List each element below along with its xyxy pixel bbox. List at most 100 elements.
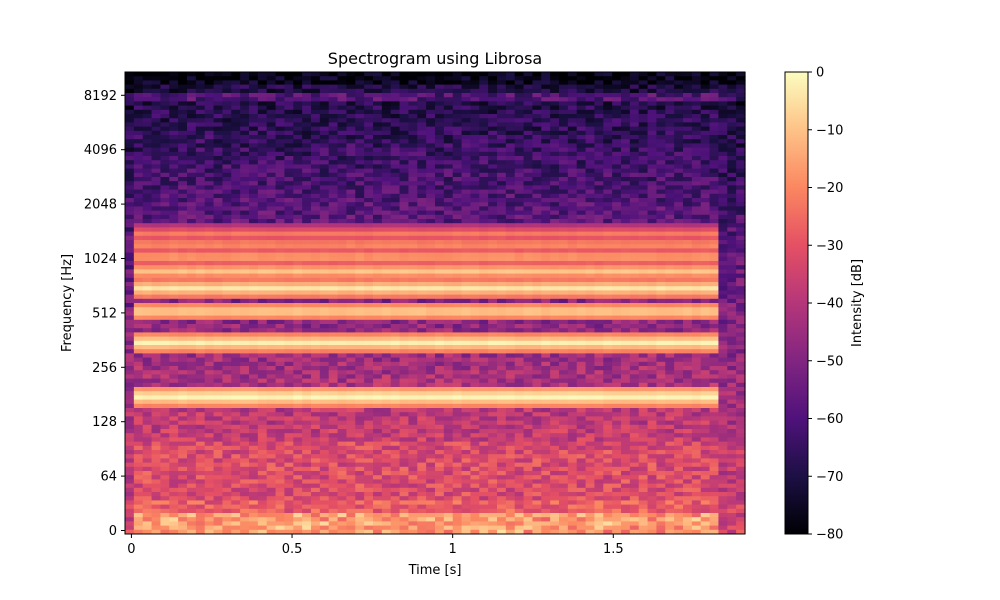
heatmap-cell — [133, 471, 144, 476]
heatmap-cell — [257, 324, 268, 329]
heatmap-cell — [461, 177, 472, 182]
heatmap-cell — [266, 504, 277, 510]
heatmap-cell — [222, 286, 232, 291]
heatmap-cell — [399, 353, 410, 359]
heatmap-cell — [311, 336, 321, 342]
heatmap-cell — [514, 508, 525, 514]
heatmap-cell — [364, 164, 374, 170]
heatmap-cell — [266, 429, 277, 434]
heatmap-cell — [523, 210, 534, 216]
heatmap-cell — [452, 235, 463, 241]
heatmap-cell — [160, 240, 170, 245]
heatmap-cell — [505, 525, 516, 531]
heatmap-cell — [266, 277, 277, 283]
heatmap-cell — [443, 303, 454, 308]
heatmap-cell — [142, 353, 153, 359]
heatmap-cell — [204, 462, 215, 468]
heatmap-cell — [195, 93, 206, 98]
heatmap-cell — [319, 496, 330, 501]
heatmap-cell — [275, 193, 286, 199]
heatmap-cell — [346, 72, 356, 77]
heatmap-cell — [346, 475, 356, 480]
heatmap-cell — [479, 529, 489, 534]
heatmap-cell — [160, 349, 170, 354]
heatmap-cell — [514, 492, 525, 497]
heatmap-cell — [169, 357, 179, 363]
heatmap-cell — [426, 412, 436, 417]
heatmap-cell — [390, 210, 401, 216]
heatmap-cell — [497, 500, 507, 506]
heatmap-cell — [417, 340, 427, 346]
heatmap-cell — [204, 374, 215, 380]
heatmap-cell — [417, 391, 427, 396]
heatmap-cell — [435, 462, 445, 468]
heatmap-cell — [266, 147, 277, 153]
heatmap-cell — [266, 349, 277, 354]
heatmap-cell — [328, 496, 339, 501]
heatmap-cell — [319, 172, 330, 178]
heatmap-cell — [160, 101, 170, 107]
heatmap-cell — [470, 277, 480, 283]
heatmap-cell — [213, 202, 224, 207]
heatmap-cell — [187, 286, 197, 291]
heatmap-cell — [204, 269, 215, 275]
heatmap-cell — [435, 88, 445, 94]
heatmap-cell — [222, 408, 232, 413]
heatmap-cell — [231, 88, 241, 94]
heatmap-cell — [293, 492, 303, 497]
heatmap-cell — [417, 135, 427, 140]
heatmap-cell — [240, 156, 250, 161]
heatmap-cell — [204, 298, 215, 304]
heatmap-cell — [355, 483, 365, 489]
heatmap-cell — [435, 147, 445, 153]
heatmap-cell — [266, 391, 277, 396]
heatmap-cell — [479, 235, 489, 241]
heatmap-cell — [390, 378, 401, 384]
heatmap-cell — [443, 525, 454, 531]
heatmap-cell — [178, 168, 188, 174]
heatmap-cell — [293, 126, 303, 132]
heatmap-cell — [293, 361, 303, 367]
heatmap-cell — [213, 298, 224, 304]
heatmap-cell — [178, 517, 188, 522]
heatmap-cell — [151, 307, 162, 312]
heatmap-cell — [195, 353, 206, 359]
heatmap-cell — [160, 256, 170, 262]
heatmap-cell — [257, 160, 268, 165]
heatmap-cell — [417, 416, 427, 422]
heatmap-cell — [319, 483, 330, 489]
heatmap-cell — [497, 84, 507, 90]
heatmap-cell — [213, 462, 224, 468]
heatmap-cell — [505, 80, 516, 86]
heatmap-cell — [222, 126, 232, 132]
heatmap-cell — [284, 366, 294, 371]
heatmap-cell — [479, 282, 489, 287]
heatmap-cell — [266, 471, 277, 476]
heatmap-cell — [178, 101, 188, 107]
heatmap-cell — [213, 193, 224, 199]
heatmap-cell — [514, 340, 525, 346]
heatmap-cell — [328, 118, 339, 123]
heatmap-cell — [187, 424, 197, 430]
heatmap-cell — [452, 151, 463, 157]
heatmap-cell — [505, 450, 516, 455]
heatmap-cell — [443, 496, 454, 501]
heatmap-cell — [452, 378, 463, 384]
heatmap-cell — [240, 76, 250, 81]
heatmap-cell — [523, 88, 534, 94]
heatmap-cell — [426, 370, 436, 375]
heatmap-cell — [373, 525, 383, 531]
heatmap-cell — [505, 458, 516, 464]
heatmap-cell — [142, 324, 153, 329]
heatmap-cell — [426, 496, 436, 501]
heatmap-cell — [125, 214, 135, 220]
heatmap-cell — [373, 256, 383, 262]
heatmap-cell — [311, 454, 321, 459]
heatmap-cell — [284, 454, 294, 459]
heatmap-cell — [133, 395, 144, 401]
heatmap-cell — [488, 408, 498, 413]
heatmap-cell — [284, 160, 294, 165]
heatmap-cell — [213, 240, 224, 245]
heatmap-cell — [284, 319, 294, 325]
heatmap-cell — [125, 122, 135, 128]
